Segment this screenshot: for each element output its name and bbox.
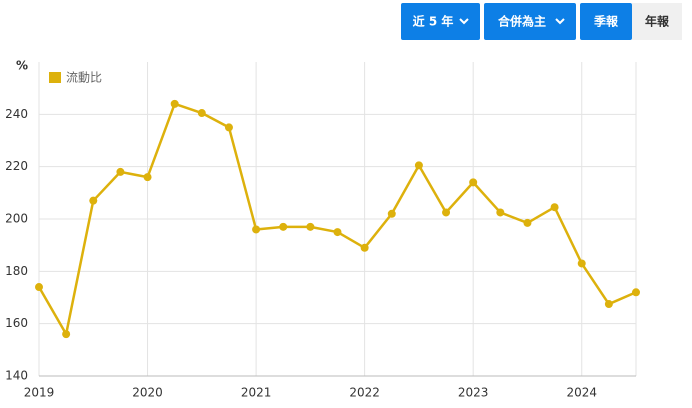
- x-tick-label: 2019: [24, 386, 55, 400]
- consolidation-button[interactable]: 合併為主: [484, 3, 576, 40]
- y-tick-label: 180: [5, 264, 28, 278]
- chevron[interactable]: [555, 18, 565, 25]
- data-point: [116, 167, 125, 176]
- y-tick-label: 160: [5, 316, 28, 330]
- quarterly-button[interactable]: 季報: [580, 3, 632, 40]
- data-point: [523, 218, 532, 227]
- data-point: [279, 222, 288, 231]
- data-point: [442, 208, 451, 217]
- y-tick-label: 220: [5, 159, 28, 173]
- data-point: [469, 178, 478, 187]
- legend-swatch: [49, 72, 61, 83]
- data-point: [306, 222, 315, 231]
- data-point: [224, 123, 233, 132]
- data-point: [333, 228, 342, 237]
- data-point: [387, 209, 396, 218]
- y-tick-label: 240: [5, 107, 28, 121]
- y-tick-label: 140: [5, 369, 28, 383]
- data-point: [414, 161, 423, 170]
- consolidation-button-bg[interactable]: [484, 3, 576, 40]
- data-point: [197, 109, 206, 118]
- annual-button[interactable]: 年報: [632, 3, 682, 40]
- period-label[interactable]: 近 5 年: [413, 14, 454, 29]
- data-point: [143, 173, 152, 182]
- quarterly-label[interactable]: 季報: [593, 14, 619, 29]
- quarterly-button-bg[interactable]: [580, 3, 632, 40]
- data-point: [360, 243, 369, 252]
- data-point: [604, 300, 613, 309]
- legend-label: 流動比: [66, 71, 102, 85]
- data-point: [496, 208, 505, 217]
- data-point: [170, 99, 179, 108]
- chevron[interactable]: [459, 18, 469, 25]
- x-tick-label: 2022: [349, 386, 380, 400]
- x-tick-label: 2023: [458, 386, 489, 400]
- data-point: [577, 259, 586, 268]
- y-axis-unit: %: [16, 59, 28, 73]
- data-point: [35, 283, 43, 292]
- data-point: [252, 225, 261, 234]
- x-tick-label: 2024: [566, 386, 597, 400]
- data-point: [632, 288, 640, 297]
- annual-button-bg[interactable]: [632, 3, 682, 40]
- x-tick-label: 2021: [241, 386, 272, 400]
- y-tick-label: 200: [5, 212, 28, 226]
- period-button-bg[interactable]: [401, 3, 480, 40]
- annual-label[interactable]: 年報: [645, 14, 670, 29]
- period-button[interactable]: 近 5 年: [401, 3, 480, 40]
- x-tick-label: 2020: [132, 386, 163, 400]
- data-point: [550, 203, 559, 212]
- data-point: [89, 196, 98, 205]
- data-point: [62, 330, 71, 339]
- consolidation-label[interactable]: 合併為主: [498, 14, 546, 29]
